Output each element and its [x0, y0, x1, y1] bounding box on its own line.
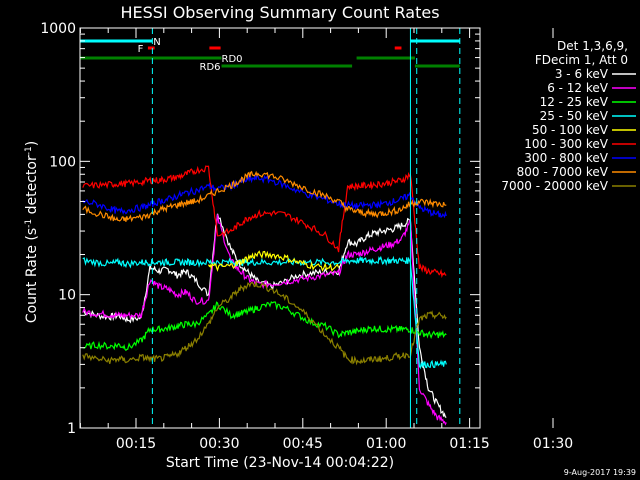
series-line-3 — [82, 255, 447, 370]
legend-header-0: Det 1,3,6,9, — [557, 39, 628, 53]
flag-label-rd6: RD6 — [200, 62, 221, 73]
y-tick-label-3: 1000 — [40, 21, 76, 37]
chart-title: HESSI Observing Summary Count Rates — [120, 3, 439, 22]
x-tick-label-3: 01:00 — [366, 436, 406, 452]
legend-header-1: FDecim 1, Att 0 — [535, 53, 628, 67]
series-line-4 — [207, 250, 340, 272]
series-line-5 — [82, 165, 447, 279]
legend-label-8: 7000 - 20000 keV — [501, 179, 608, 193]
plot-frame — [79, 27, 481, 429]
series-line-2 — [82, 301, 447, 352]
legend-label-3: 25 - 50 keV — [540, 109, 609, 123]
x-axis-title: Start Time (23-Nov-14 00:04:22) — [166, 455, 394, 471]
y-tick-label-1: 10 — [58, 288, 76, 304]
footer-date: 9-Aug-2017 19:39 — [564, 468, 636, 477]
y-axis-title-sup: -1 — [24, 219, 34, 228]
y-axis-title: Count Rate (s-1 detector-1) — [24, 141, 40, 323]
y-axis-title-mid: detector — [24, 155, 40, 219]
flag-label-f: F — [138, 44, 144, 55]
y-axis-title-sup2: -1 — [24, 146, 34, 155]
legend-label-1: 6 - 12 keV — [547, 81, 609, 95]
series-layer — [82, 165, 447, 426]
y-tick-label-2: 100 — [49, 154, 76, 170]
x-tick-label-0: 00:15 — [116, 436, 156, 452]
series-line-8 — [82, 281, 447, 366]
y-axis-title-end: ) — [24, 141, 40, 146]
x-axis: 00:15 00:30 00:45 01:00 01:15 01:30 — [79, 28, 573, 452]
flag-label-rd0: RD0 — [222, 54, 243, 65]
legend-label-6: 300 - 800 keV — [524, 151, 608, 165]
flag-label-n: N — [153, 37, 160, 48]
legend-label-7: 800 - 7000 keV — [517, 165, 609, 179]
x-tick-label-5: 01:30 — [533, 436, 573, 452]
series-line-1 — [82, 214, 447, 426]
series-line-7 — [82, 170, 447, 223]
series-line-6 — [82, 173, 447, 219]
y-axis-title-main: Count Rate (s — [24, 228, 40, 323]
y-tick-label-0: 1 — [67, 421, 76, 437]
legend-label-5: 100 - 300 keV — [524, 137, 608, 151]
legend-label-4: 50 - 100 keV — [532, 123, 609, 137]
x-tick-label-2: 00:45 — [283, 436, 323, 452]
y-axis: 1 10 100 1000 — [40, 21, 480, 437]
x-tick-label-4: 01:15 — [449, 436, 489, 452]
legend-label-0: 3 - 6 keV — [555, 67, 609, 81]
x-tick-label-1: 00:30 — [199, 436, 239, 452]
legend-label-2: 12 - 25 keV — [540, 95, 609, 109]
